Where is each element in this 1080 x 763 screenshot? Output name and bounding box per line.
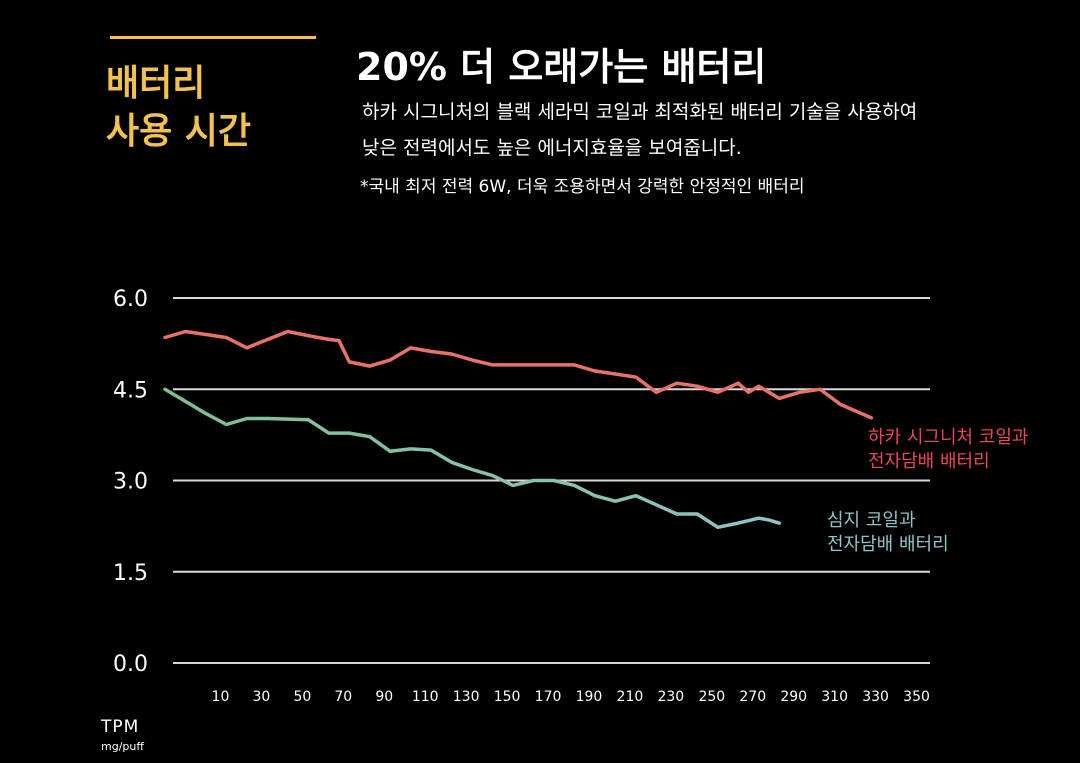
headline: 20% 더 오래가는 배터리 [356, 45, 767, 89]
accent-rule [110, 36, 316, 39]
x-tick-110: 110 [412, 689, 439, 705]
series-labels: 하카 시그니처 코일과 전자담배 배터리 심지 코일과 전자담배 배터리 [827, 427, 1028, 555]
description-line2: 낮은 전력에서도 높은 에너지효율을 보여줍니다. [362, 137, 742, 159]
x-tick-290: 290 [780, 689, 807, 705]
x-tick-30: 30 [253, 689, 271, 705]
y-tick-0.0: 0.0 [113, 652, 148, 677]
y-tick-1.5: 1.5 [113, 561, 148, 586]
section-title-line2: 사용 시간 [106, 111, 252, 152]
section-title: 배터리 사용 시간 [106, 60, 251, 156]
x-tick-190: 190 [576, 689, 603, 705]
series-line-haka-coil [163, 329, 874, 420]
y-axis-label: TPM [100, 717, 139, 737]
description-line1: 하카 시그니처의 블랙 세라믹 코일과 최적화된 배터리 기술을 사용하여 [362, 101, 918, 123]
y-tick-3.0: 3.0 [113, 470, 148, 495]
series-label-haka-line1: 하카 시그니처 코일과 [868, 427, 1028, 448]
x-tick-90: 90 [375, 689, 393, 705]
section-title-line1: 배터리 [106, 63, 206, 104]
x-tick-270: 270 [739, 689, 766, 705]
x-tick-130: 130 [453, 689, 480, 705]
x-tick-170: 170 [535, 689, 562, 705]
series-label-wick-line2: 전자담배 배터리 [827, 534, 949, 555]
x-tick-350: 350 [903, 689, 930, 705]
series-label-wick-line1: 심지 코일과 [827, 510, 916, 531]
x-tick-250: 250 [698, 689, 725, 705]
y-tick-labels: 6.0 4.5 3.0 1.5 0.0 [113, 287, 148, 677]
x-tick-labels: 10 30 50 70 90 110 130 150 170 190 210 230 250 270 290… [212, 689, 930, 705]
footnote: *국내 최저 전력 6W, 더욱 조용하면서 강력한 안정적인 배터리 [360, 177, 805, 197]
x-tick-150: 150 [494, 689, 521, 705]
y-axis-unit: mg/puff [101, 740, 144, 753]
x-tick-50: 50 [293, 689, 311, 705]
x-tick-210: 210 [617, 689, 644, 705]
x-tick-70: 70 [334, 689, 352, 705]
x-tick-330: 330 [862, 689, 889, 705]
series-lines [163, 329, 874, 530]
series-line-wick-coil [163, 387, 781, 530]
series-label-haka-line2: 전자담배 배터리 [868, 451, 990, 472]
y-tick-4.5: 4.5 [113, 378, 148, 403]
y-tick-6.0: 6.0 [113, 287, 148, 312]
x-tick-310: 310 [821, 689, 848, 705]
x-tick-230: 230 [657, 689, 684, 705]
x-tick-10: 10 [212, 689, 230, 705]
